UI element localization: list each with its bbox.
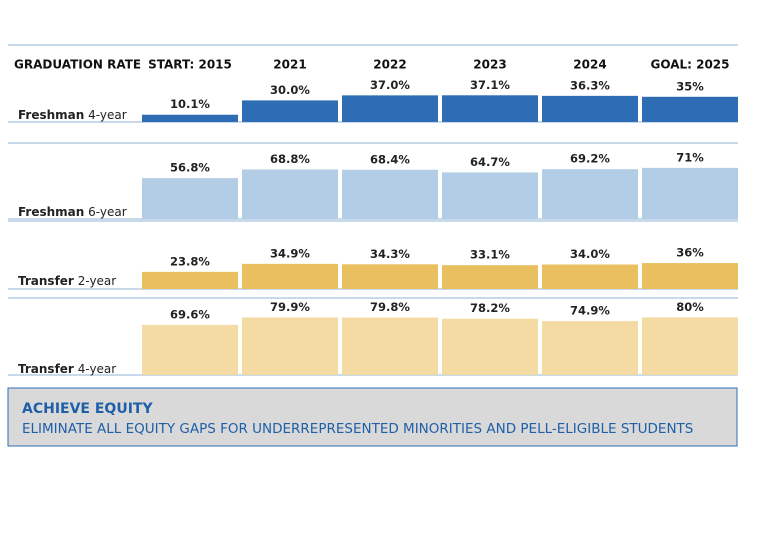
bar bbox=[242, 100, 338, 122]
column-header: 2021 bbox=[273, 58, 306, 72]
bar bbox=[442, 318, 538, 375]
bar bbox=[642, 263, 738, 289]
bar bbox=[542, 264, 638, 289]
bar bbox=[542, 95, 638, 122]
value-label: 35% bbox=[676, 79, 704, 93]
value-label: 69.2% bbox=[570, 152, 610, 166]
bar bbox=[142, 114, 238, 122]
bar bbox=[642, 96, 738, 122]
footer-text: ELIMINATE ALL EQUITY GAPS FOR UNDERREPRE… bbox=[22, 421, 693, 437]
row-label-bold: Freshman bbox=[18, 108, 84, 122]
bar bbox=[542, 169, 638, 219]
value-label: 30.0% bbox=[270, 83, 310, 97]
value-label: 71% bbox=[676, 150, 704, 164]
bar bbox=[242, 317, 338, 375]
bar bbox=[242, 263, 338, 289]
bar bbox=[442, 95, 538, 122]
bar bbox=[542, 321, 638, 375]
value-label: 10.1% bbox=[170, 97, 210, 111]
value-label: 80% bbox=[676, 300, 704, 314]
value-label: 79.9% bbox=[270, 300, 310, 314]
value-label: 36% bbox=[676, 246, 704, 260]
bar bbox=[342, 264, 438, 289]
row-label: Transfer 4-year bbox=[18, 362, 116, 376]
row-label: Transfer 2-year bbox=[18, 274, 116, 288]
value-label: 36.3% bbox=[570, 78, 610, 92]
row-label: Freshman 6-year bbox=[18, 205, 127, 219]
value-label: 79.8% bbox=[370, 300, 410, 314]
footer-title: ACHIEVE EQUITY bbox=[22, 401, 153, 417]
value-label: 78.2% bbox=[470, 301, 510, 315]
row-label-rest: 6-year bbox=[88, 205, 127, 219]
value-label: 34.3% bbox=[370, 247, 410, 261]
row-label-bold: Freshman bbox=[18, 205, 84, 219]
bar bbox=[442, 172, 538, 219]
row-label: Freshman 4-year bbox=[18, 108, 127, 122]
row-label-rest: 2-year bbox=[78, 274, 117, 288]
value-label: 34.0% bbox=[570, 247, 610, 261]
row-label-bold: Transfer bbox=[18, 274, 74, 288]
column-header: START: 2015 bbox=[148, 58, 232, 72]
value-label: 74.9% bbox=[570, 304, 610, 318]
value-label: 69.6% bbox=[170, 307, 210, 321]
footer-box bbox=[7, 387, 738, 447]
bar bbox=[642, 317, 738, 375]
value-label: 37.1% bbox=[470, 78, 510, 92]
bar bbox=[342, 95, 438, 122]
value-label: 68.4% bbox=[370, 152, 410, 166]
row-label-rest: 4-year bbox=[88, 108, 127, 122]
bar bbox=[342, 169, 438, 219]
column-header: GOAL: 2025 bbox=[650, 58, 729, 72]
bar bbox=[142, 324, 238, 375]
bar bbox=[442, 265, 538, 289]
bar bbox=[142, 178, 238, 219]
value-label: 33.1% bbox=[470, 248, 510, 262]
value-label: 34.9% bbox=[270, 246, 310, 260]
bar bbox=[242, 169, 338, 219]
column-header: 2023 bbox=[473, 58, 506, 72]
row-label-bold: Transfer bbox=[18, 362, 74, 376]
bar bbox=[642, 167, 738, 219]
value-label: 64.7% bbox=[470, 155, 510, 169]
column-header: 2024 bbox=[573, 58, 606, 72]
value-label: 37.0% bbox=[370, 78, 410, 92]
row-label-rest: 4-year bbox=[78, 362, 117, 376]
bar bbox=[142, 271, 238, 289]
value-label: 23.8% bbox=[170, 254, 210, 268]
column-header: 2022 bbox=[373, 58, 406, 72]
bar bbox=[342, 317, 438, 375]
value-label: 56.8% bbox=[170, 161, 210, 175]
row-header: GRADUATION RATE bbox=[14, 58, 141, 72]
value-label: 68.8% bbox=[270, 152, 310, 166]
